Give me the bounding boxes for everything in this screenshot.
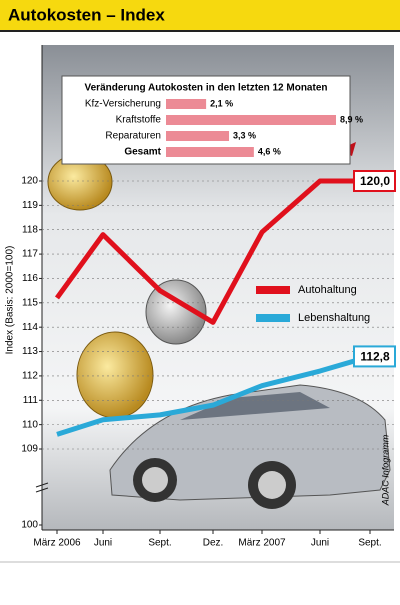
x-tick-label: März 2006	[33, 538, 81, 549]
legend-swatch	[256, 314, 290, 322]
legend-swatch	[256, 286, 290, 294]
y-tick-label: 112	[22, 371, 38, 382]
coin	[76, 331, 154, 419]
bar	[166, 99, 207, 109]
value-label: 4,6 %	[258, 146, 281, 156]
inset-title: Veränderung Autokosten in den letzten 12…	[85, 83, 328, 94]
y-tick-label: 120	[21, 176, 38, 187]
value-label: 120,0	[360, 174, 390, 188]
value-label: 2,1 %	[210, 98, 233, 108]
x-tick-label: Sept.	[148, 538, 171, 549]
y-tick-label: 111	[23, 395, 39, 406]
x-tick-label: Sept.	[358, 538, 381, 549]
value-label: 8,9 %	[340, 114, 363, 124]
y-axis-label: Index (Basis: 2000=100)	[5, 246, 16, 355]
x-tick-label: Dez.	[203, 538, 224, 549]
series-line	[54, 178, 370, 325]
y-tick-label: 118	[22, 224, 38, 235]
y-tick-label: 117	[22, 249, 38, 260]
chart-title: Autokosten – Index	[8, 5, 165, 24]
category-label: Kfz-Versicherung	[85, 99, 161, 110]
credit: ADAC Infogramm	[380, 434, 390, 506]
bar	[166, 115, 336, 125]
coin	[145, 279, 207, 345]
category-label: Gesamt	[124, 147, 161, 158]
banner	[0, 0, 400, 30]
y-tick-label: 110	[22, 419, 38, 430]
wheel	[258, 471, 286, 499]
banner-rule	[0, 30, 400, 32]
x-tick-label: Juni	[94, 538, 112, 549]
value-label-box	[353, 345, 396, 368]
y-tick-label: 100	[21, 520, 38, 531]
x-tick-label: März 2007	[238, 538, 286, 549]
y-tick-label: 119	[22, 200, 38, 211]
axis-break	[35, 482, 49, 493]
category-label: Reparaturen	[105, 131, 161, 142]
y-tick-label: 113	[22, 346, 38, 357]
value-label: 3,3 %	[233, 130, 256, 140]
series-line	[56, 354, 371, 437]
x-tick-label: Juni	[311, 538, 329, 549]
car-window	[180, 392, 330, 420]
bar	[166, 147, 254, 157]
y-tick-label: 115	[22, 297, 38, 308]
y-tick-label: 109	[21, 444, 38, 455]
bar	[166, 131, 230, 141]
category-label: Kraftstoffe	[116, 115, 162, 126]
value-label: 112,8	[360, 350, 390, 364]
wheel	[142, 467, 168, 493]
y-tick-label: 114	[22, 322, 38, 333]
y-tick-label: 116	[22, 273, 38, 284]
value-label-box	[353, 170, 396, 192]
legend-label: Autohaltung	[298, 284, 357, 296]
legend-label: Lebenshaltung	[298, 312, 370, 324]
